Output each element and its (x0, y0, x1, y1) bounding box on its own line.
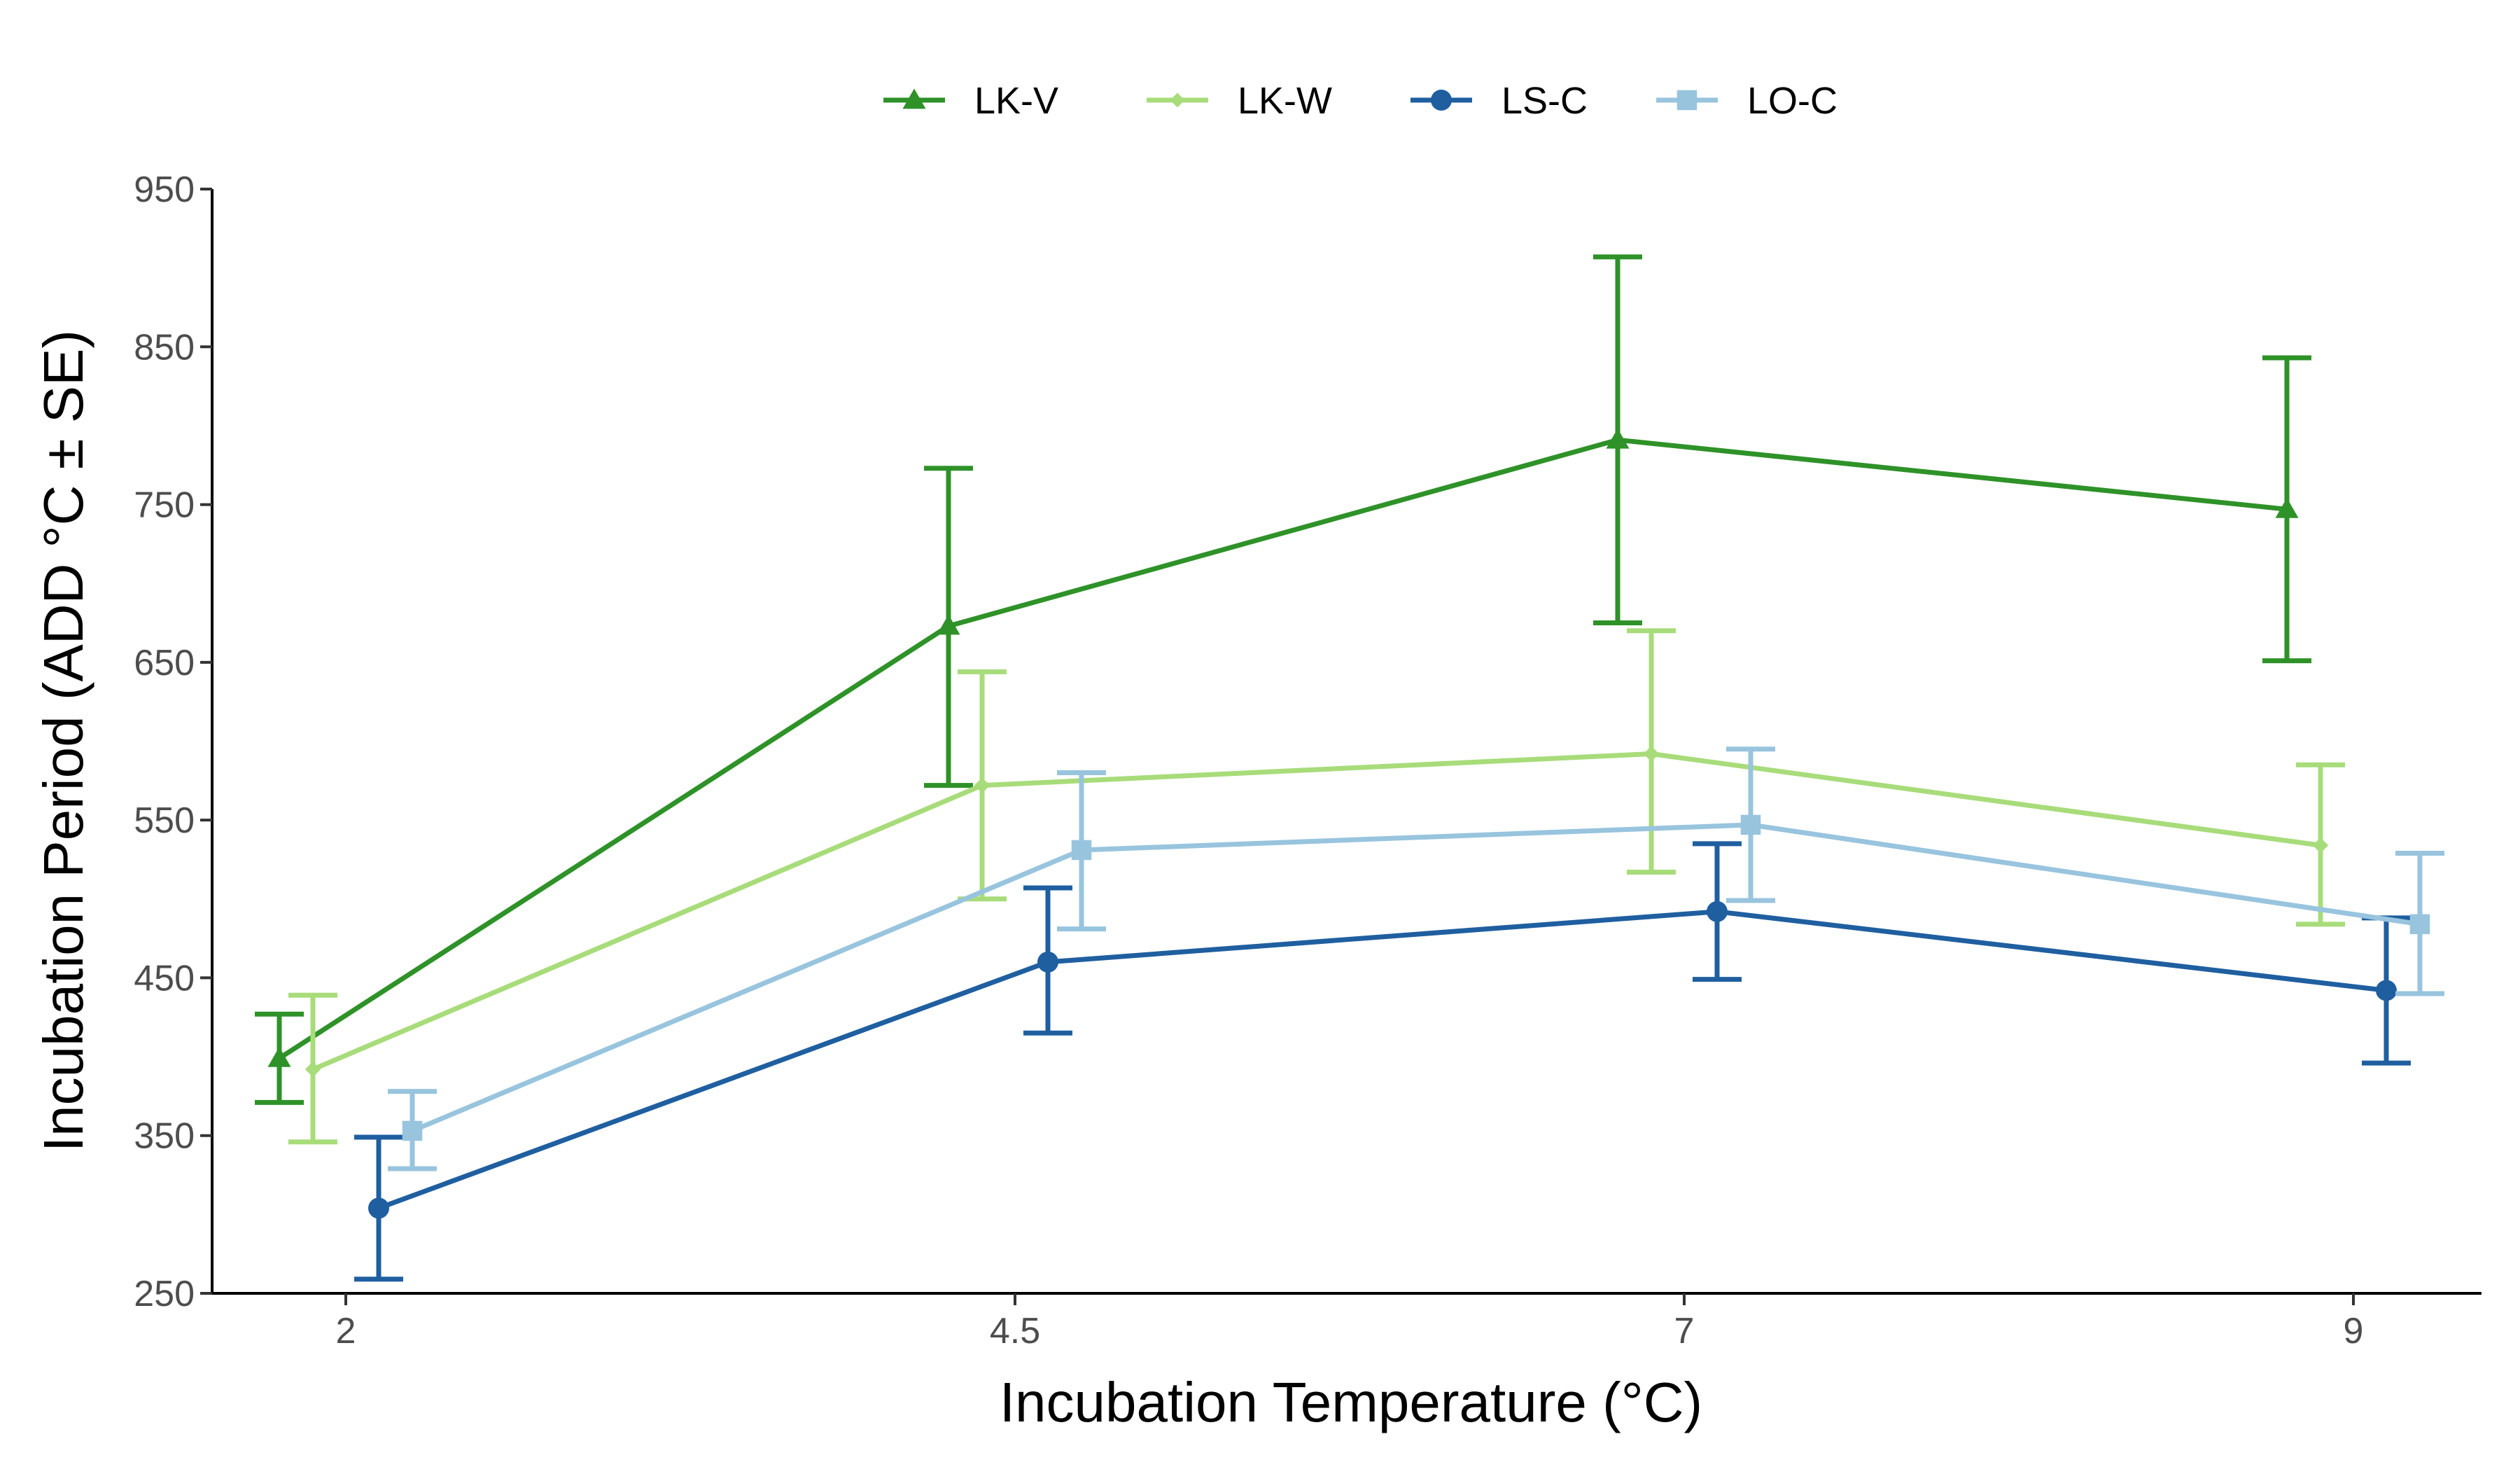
legend: LK-V LK-W LS-C LO-C (883, 80, 1837, 122)
legend-marker-square (1676, 90, 1698, 111)
data-point-square (1071, 840, 1092, 861)
data-point-diamond (974, 777, 990, 793)
data-point-circle (1707, 901, 1728, 922)
data-point-square (1740, 814, 1761, 835)
legend-item-lk-w: LK-W (1147, 80, 1332, 122)
series-lo-c (388, 746, 2444, 1171)
x-tick-label: 4.5 (990, 1311, 1040, 1351)
y-tick-label: 850 (134, 327, 195, 368)
legend-item-lo-c: LO-C (1656, 80, 1837, 122)
x-tick-label: 9 (2344, 1311, 2364, 1351)
y-tick-label: 750 (134, 485, 195, 526)
y-tick-label: 450 (134, 958, 195, 999)
x-tick-label: 2 (336, 1311, 356, 1351)
data-point-square (402, 1120, 423, 1141)
data-point-diamond (1643, 746, 1660, 762)
y-tick-label: 950 (134, 169, 195, 210)
legend-label: LO-C (1747, 80, 1837, 122)
y-tick-label: 250 (134, 1274, 195, 1314)
y-tick-label: 550 (134, 800, 195, 841)
legend-marker-circle (1431, 90, 1452, 111)
x-axis-title: Incubation Temperature (°C) (1000, 1371, 1702, 1433)
data-point-circle (2376, 980, 2397, 1001)
legend-marker-diamond (1170, 92, 1185, 108)
data-point-diamond (304, 1061, 321, 1078)
x-axis-ticks: 2 4.5 7 9 (336, 1293, 2364, 1351)
data-point-diamond (2312, 837, 2329, 854)
data-point-triangle (267, 1046, 291, 1067)
series-lk-w (288, 628, 2345, 1145)
legend-item-ls-c: LS-C (1410, 80, 1588, 122)
data-point-circle (1037, 951, 1058, 973)
series-line (411, 822, 2421, 1134)
legend-label: LS-C (1502, 80, 1588, 122)
y-axis-ticks: 250 350 450 550 650 750 850 950 (134, 169, 212, 1314)
y-tick-label: 350 (134, 1116, 195, 1157)
series-line (312, 751, 2321, 1072)
series-lk-v (255, 254, 2311, 1105)
x-tick-label: 7 (1674, 1311, 1695, 1351)
data-point-square (2409, 914, 2430, 935)
legend-marker-triangle (902, 88, 926, 109)
legend-item-lk-v: LK-V (883, 80, 1058, 122)
y-tick-label: 650 (134, 643, 195, 683)
data-point-circle (368, 1197, 389, 1219)
data-point-triangle (937, 614, 960, 635)
data-point-triangle (1606, 428, 1630, 449)
axes (211, 189, 2482, 1295)
series-ls-c (354, 841, 2411, 1282)
legend-label: LK-W (1238, 80, 1332, 122)
series-line (278, 437, 2288, 1061)
legend-label: LK-V (974, 80, 1058, 122)
y-axis-title: Incubation Period (ADD °C ± SE) (32, 330, 94, 1152)
series-layer (255, 254, 2444, 1282)
series-line (377, 909, 2387, 1211)
data-point-triangle (2275, 497, 2299, 518)
